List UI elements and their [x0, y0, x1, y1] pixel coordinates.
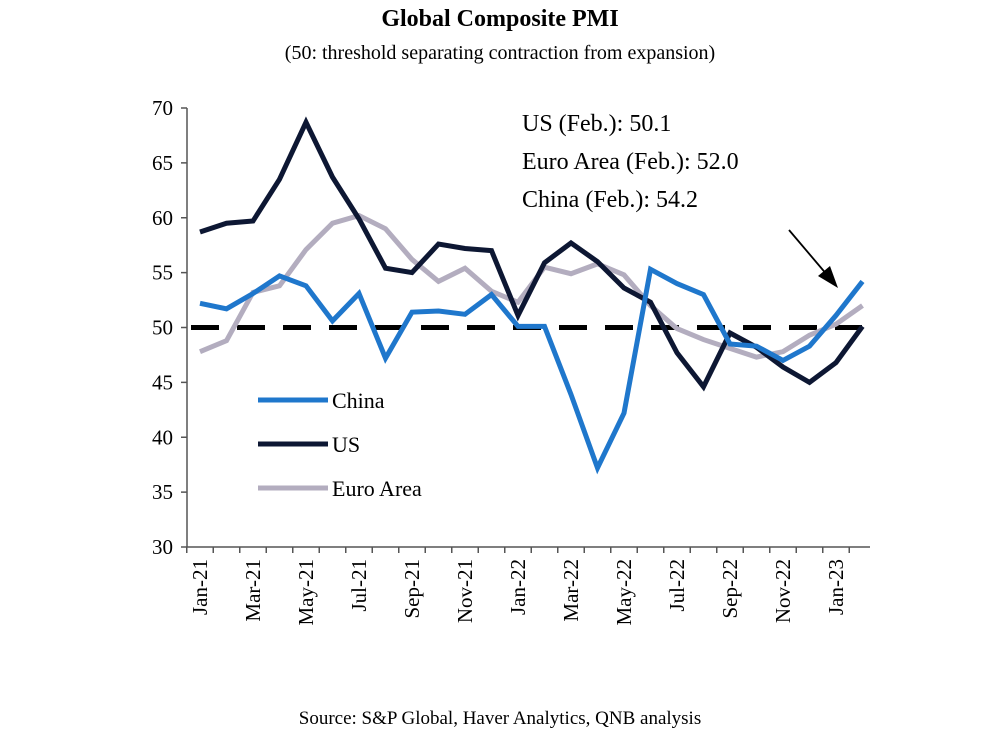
y-tick-label: 50 [152, 316, 173, 340]
x-tick-label: May-22 [612, 559, 636, 626]
y-tick-label: 45 [152, 370, 173, 394]
chart-source: Source: S&P Global, Haver Analytics, QNB… [298, 708, 702, 729]
x-tick-label: Nov-21 [453, 559, 477, 623]
y-tick-label: 65 [152, 151, 173, 175]
y-tick-label: 40 [152, 425, 173, 449]
series-line-china [199, 265, 865, 475]
x-tick-label: Jan-23 [824, 559, 848, 615]
legend-label: China [332, 388, 385, 413]
y-tick-label: 55 [152, 261, 173, 285]
chart-subtitle: (50: threshold separating contraction fr… [284, 42, 716, 64]
y-tick-label: 30 [152, 535, 173, 559]
x-tick-label: May-21 [294, 559, 318, 626]
chart-title: Global Composite PMI [381, 6, 619, 32]
x-tick-label: Mar-21 [241, 559, 265, 622]
arrow-line [788, 229, 829, 277]
x-tick-label: Jul-21 [347, 559, 371, 612]
y-tick-label: 70 [152, 96, 173, 120]
x-tick-label: Jul-22 [665, 559, 689, 612]
annotation-text: China (Feb.): 54.2 [522, 187, 698, 213]
x-tick-label: Mar-22 [559, 559, 583, 622]
x-tick-label: Jan-22 [506, 559, 530, 615]
arrow-head [818, 266, 838, 288]
y-tick-label: 35 [152, 480, 173, 504]
x-tick-label: Sep-22 [718, 559, 742, 619]
annotation-text: Euro Area (Feb.): 52.0 [522, 149, 739, 175]
legend-label: US [332, 432, 360, 457]
legend-label: Euro Area [332, 476, 422, 501]
x-tick-label: Jan-21 [188, 559, 212, 615]
x-tick-label: Nov-22 [771, 559, 795, 623]
y-tick-label: 60 [152, 206, 173, 230]
annotation-text: US (Feb.): 50.1 [522, 111, 671, 137]
x-tick-label: Sep-21 [400, 559, 424, 619]
